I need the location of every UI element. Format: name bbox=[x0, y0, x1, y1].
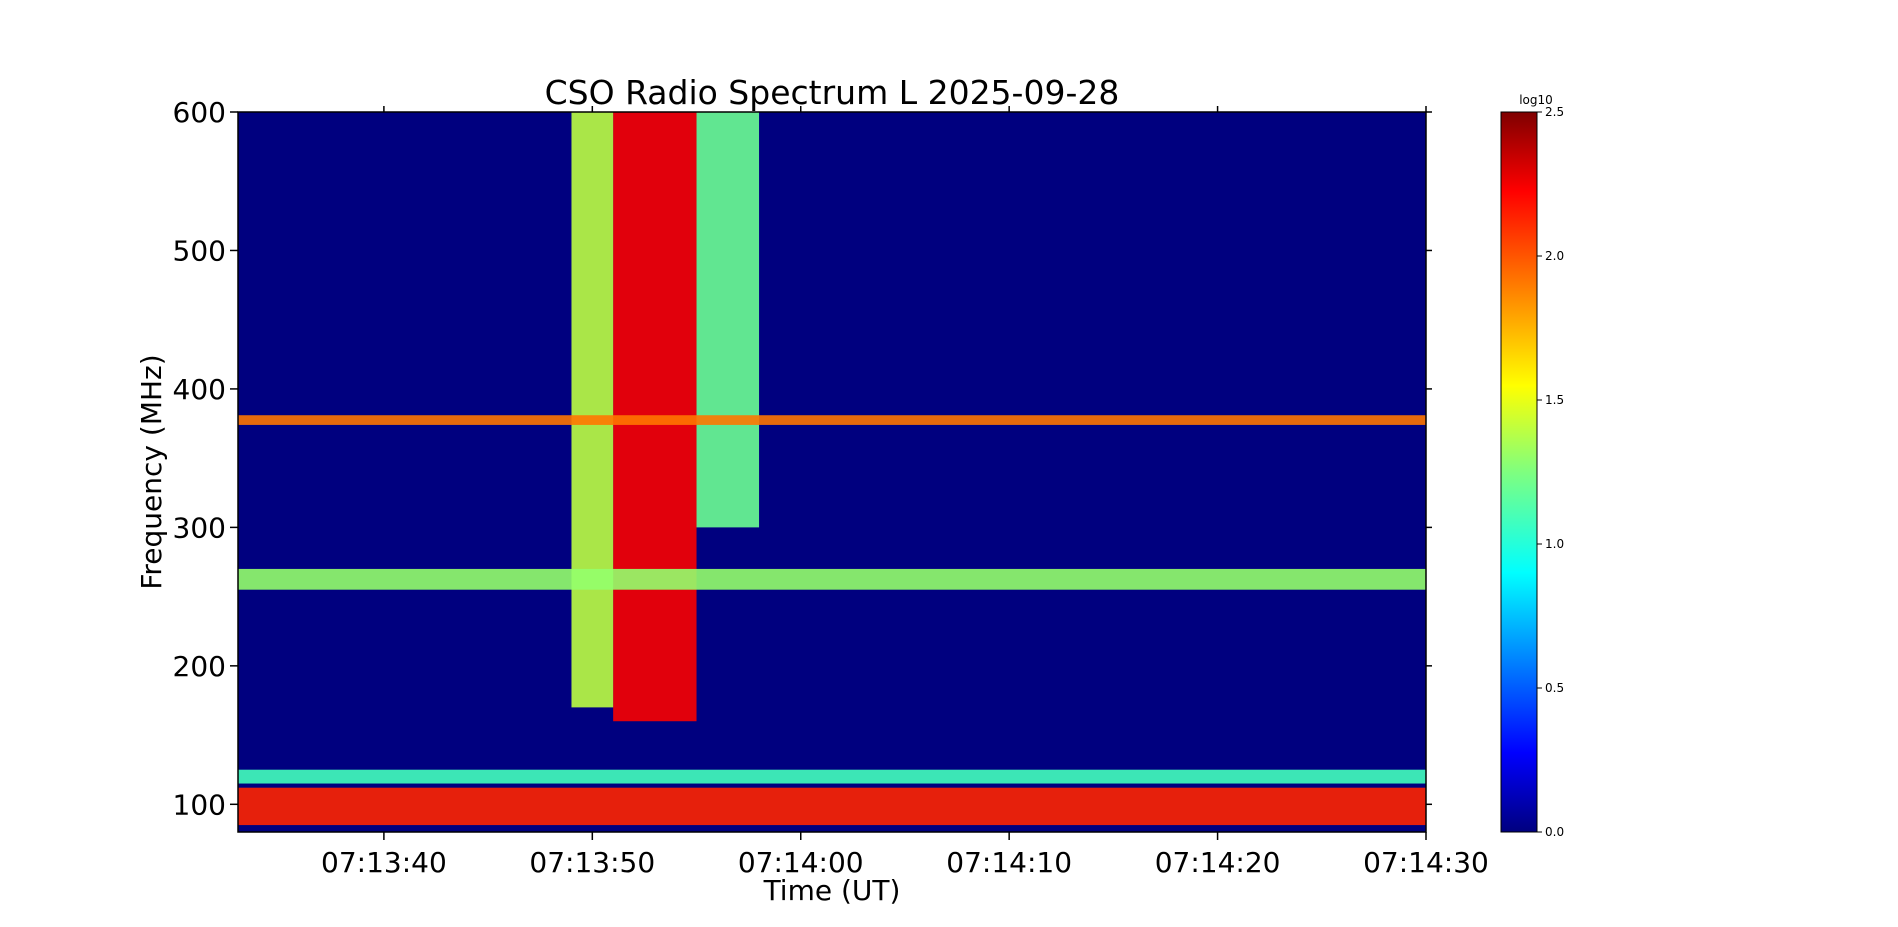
y-tick-label-1: 200 bbox=[173, 650, 226, 683]
x-tick-label-5: 07:14:30 bbox=[1363, 846, 1489, 879]
colorbar-tick-label-0: 0.0 bbox=[1545, 825, 1564, 839]
colorbar-tick-label-4: 2.0 bbox=[1545, 249, 1564, 263]
colorbar-tick-label-3: 1.5 bbox=[1545, 393, 1564, 407]
y-tick-label-0: 100 bbox=[173, 788, 226, 821]
radio-burst-1 bbox=[571, 112, 614, 708]
interference-band-6 bbox=[238, 769, 1426, 784]
interference-band-5 bbox=[238, 568, 1426, 590]
x-tick-label-4: 07:14:20 bbox=[1155, 846, 1281, 879]
x-tick-label-1: 07:13:50 bbox=[529, 846, 655, 879]
chart-title: CSO Radio Spectrum L 2025-09-28 bbox=[545, 73, 1120, 112]
interference-band-3 bbox=[238, 787, 1426, 826]
colorbar-tick-label-1: 0.5 bbox=[1545, 681, 1564, 695]
y-tick-label-5: 600 bbox=[173, 96, 226, 129]
spectrogram-plot-area bbox=[238, 112, 1426, 832]
x-tick-label-0: 07:13:40 bbox=[321, 846, 447, 879]
colorbar-label: log10 bbox=[1519, 93, 1553, 107]
colorbar-tick-label-2: 1.0 bbox=[1545, 537, 1564, 551]
interference-band-4 bbox=[238, 415, 1426, 425]
y-tick-label-3: 400 bbox=[173, 373, 226, 406]
colorbar: log10 0.0 0.5 1.0 1.5 2.0 2.5 bbox=[1500, 93, 1564, 839]
x-tick-label-3: 07:14:10 bbox=[946, 846, 1072, 879]
x-axis: 07:13:40 07:13:50 07:14:00 07:14:10 07:14:20… bbox=[321, 106, 1489, 879]
y-axis: 100 200 300 400 500 600 bbox=[173, 96, 1432, 821]
x-axis-label: Time (UT) bbox=[763, 874, 901, 907]
y-tick-label-2: 300 bbox=[173, 511, 226, 544]
plot-background bbox=[238, 112, 1426, 832]
y-tick-label-4: 500 bbox=[173, 234, 226, 267]
colorbar-gradient bbox=[1500, 111, 1538, 833]
y-axis-label: Frequency (MHz) bbox=[135, 354, 168, 589]
colorbar-tick-label-5: 2.5 bbox=[1545, 105, 1564, 119]
x-tick-label-2: 07:14:00 bbox=[738, 846, 864, 879]
radio-burst-2 bbox=[696, 112, 760, 528]
plot-frame bbox=[237, 111, 1427, 833]
